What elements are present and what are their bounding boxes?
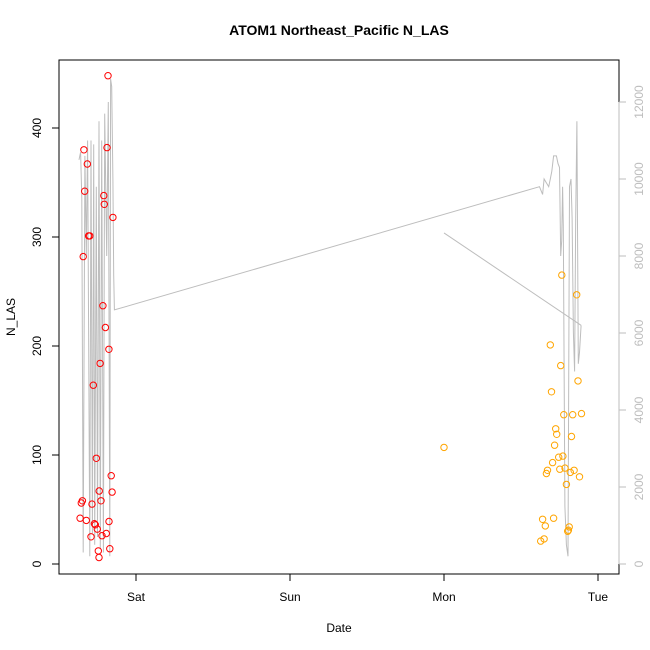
data-point-series-2: [564, 526, 573, 534]
data-point-series-1: [89, 381, 98, 389]
y-axis-label: N_LAS: [4, 298, 18, 336]
secondary-trace-segment: [443, 232, 582, 326]
data-point-series-2: [577, 409, 586, 418]
y-tick-label: 100: [30, 445, 44, 465]
y-tick-label: 200: [30, 336, 44, 356]
y2-axis: 0 2000 4000 6000 8000 10000 12000: [618, 85, 646, 567]
data-point-series-1: [94, 547, 103, 555]
data-point-series-1: [104, 72, 112, 80]
data-point-series-2: [565, 523, 573, 531]
chart-title: ATOM1 Northeast_Pacific N_LAS: [229, 22, 449, 38]
data-point-series-1: [80, 146, 88, 154]
data-point-series-2: [540, 535, 548, 543]
data-point-series-1: [91, 521, 100, 529]
y2-ticks: 0 2000 4000 6000 8000 10000 12000: [619, 85, 646, 567]
data-point-series-1: [95, 487, 103, 495]
data-point-series-1: [87, 533, 95, 541]
data-point-series-1: [88, 500, 96, 508]
data-point-series-2: [561, 464, 569, 472]
data-point-series-2: [557, 361, 565, 370]
data-point-series-2: [562, 480, 571, 489]
y2-tick-label: 10000: [632, 162, 646, 196]
data-point-series-2: [560, 411, 568, 419]
y-tick-label: 0: [30, 560, 44, 567]
y-ticks: 0 100 200 300 400: [30, 118, 59, 567]
x-ticks: Sat Sun Mon Tue: [127, 574, 608, 604]
data-point-series-2: [440, 443, 448, 452]
x-tick-label: Sat: [127, 590, 146, 604]
data-point-series-1: [100, 200, 109, 209]
data-point-series-2: [573, 291, 581, 299]
data-point-series-2: [538, 515, 547, 523]
x-axis-label: Date: [326, 621, 352, 635]
x-axis: Sat Sun Mon Tue: [127, 573, 608, 604]
data-point-series-2: [555, 453, 563, 461]
y2-tick-label: 12000: [632, 85, 646, 119]
y-axis: 0 100 200 300 400: [30, 118, 60, 567]
data-point-series-2: [548, 458, 557, 467]
y-tick-label: 300: [30, 227, 44, 247]
data-point-series-1: [76, 514, 84, 522]
data-point-series-1: [93, 525, 102, 533]
data-point-series-1: [100, 191, 108, 200]
x-tick-label: Sun: [279, 590, 300, 604]
secondary-series: [78, 78, 582, 557]
y2-tick-label: 8000: [632, 242, 646, 269]
y-tick-label: 400: [30, 118, 44, 138]
data-point-series-2: [546, 341, 554, 349]
data-point-series-1: [103, 143, 111, 152]
data-point-series-2: [558, 271, 566, 279]
data-point-series-1: [95, 553, 103, 562]
data-point-series-1: [107, 472, 115, 480]
plot-frame: [58, 59, 620, 575]
data-point-series-2: [542, 469, 551, 478]
y2-tick-label: 6000: [632, 319, 646, 346]
data-point-series-1: [81, 187, 89, 195]
data-point-series-2: [550, 441, 559, 449]
x-tick-label: Tue: [588, 590, 609, 604]
data-point-series-1: [109, 213, 117, 222]
secondary-trace-line: [78, 78, 582, 557]
data-point-series-2: [553, 430, 561, 438]
data-points: [76, 72, 586, 562]
data-point-series-2: [549, 514, 558, 522]
data-point-series-1: [101, 323, 110, 332]
y2-tick-label: 0: [632, 560, 646, 567]
data-point-series-2: [556, 465, 564, 473]
data-point-series-1: [108, 488, 116, 496]
data-point-series-1: [102, 529, 111, 538]
data-point-series-2: [566, 468, 574, 477]
data-point-series-2: [543, 466, 552, 474]
y2-tick-label: 4000: [632, 396, 646, 423]
data-point-series-1: [105, 345, 113, 353]
data-point-series-1: [92, 454, 101, 462]
data-point-series-1: [106, 545, 114, 553]
data-point-series-1: [99, 302, 107, 310]
y2-tick-label: 2000: [632, 473, 646, 500]
data-point-series-1: [86, 232, 94, 240]
data-point-series-2: [559, 452, 567, 460]
data-point-series-1: [83, 160, 92, 168]
data-point-series-1: [96, 359, 104, 368]
data-point-series-2: [564, 527, 572, 535]
data-point-series-2: [574, 377, 582, 385]
x-tick-label: Mon: [432, 590, 455, 604]
data-point-series-2: [569, 411, 577, 419]
data-point-series-1: [78, 497, 87, 505]
data-point-series-2: [552, 425, 560, 433]
data-point-series-1: [98, 532, 106, 540]
data-point-series-2: [570, 466, 578, 474]
data-point-series-1: [82, 516, 91, 525]
data-point-series-2: [575, 473, 584, 481]
data-point-series-2: [567, 432, 576, 441]
data-point-series-1: [105, 517, 113, 526]
data-point-series-1: [97, 497, 105, 505]
data-point-series-2: [547, 388, 556, 396]
data-point-series-1: [79, 252, 87, 261]
data-point-series-2: [541, 522, 549, 530]
